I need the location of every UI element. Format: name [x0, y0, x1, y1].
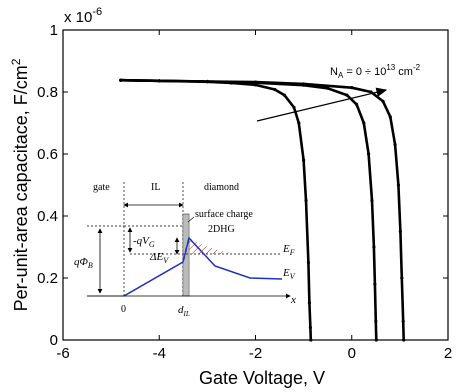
- series-point: [292, 105, 296, 110]
- band-diagram-inset: gate IL diamond surface charge: [74, 182, 296, 318]
- plot-frame: [62, 29, 449, 341]
- inset-zero-label: 0: [121, 304, 126, 315]
- series-point: [381, 99, 385, 103]
- inset-label-il: IL: [151, 182, 160, 193]
- y-multiplier: x 10-6: [64, 6, 102, 26]
- qvg-label: -qVG: [133, 235, 155, 249]
- y-tick-label: 0: [50, 332, 58, 349]
- inset-label-diamond: diamond: [204, 182, 239, 193]
- y-tick-label: 0.6: [37, 146, 58, 163]
- series-point: [402, 338, 406, 342]
- series-point: [398, 229, 402, 234]
- series-point: [350, 86, 354, 90]
- qphib-label: qΦB: [74, 256, 93, 270]
- series-point: [297, 121, 301, 125]
- series-point: [354, 102, 359, 106]
- series-point: [366, 152, 371, 156]
- y-tick-label: 0.2: [37, 270, 58, 287]
- series-point: [373, 282, 377, 286]
- series-point: [374, 338, 378, 342]
- series-point: [393, 143, 397, 147]
- valence-band: [123, 236, 283, 297]
- series-point: [157, 79, 161, 83]
- series-point: [282, 93, 286, 97]
- series-point: [370, 198, 374, 203]
- x-tick-label: -6: [56, 345, 69, 362]
- na-annotation: NA = 0 ÷ 1013 cm-2: [330, 63, 421, 80]
- surface-charge-label: surface charge: [195, 209, 253, 220]
- series-point: [388, 115, 392, 119]
- x-axis-title: Gate Voltage, V: [199, 368, 325, 388]
- y-tick-label: 0.4: [37, 208, 58, 225]
- y-axis-title: Per-unit-area capacitace, F/cm2: [9, 58, 31, 311]
- series-point: [304, 198, 308, 203]
- series-point: [400, 276, 404, 280]
- series-point: [302, 158, 306, 162]
- ev-label: EV: [282, 267, 296, 281]
- series-point: [309, 338, 313, 342]
- delta-ev-label: ΔEV: [149, 251, 169, 265]
- series-point: [345, 93, 349, 97]
- series-point: [307, 301, 311, 305]
- x-tick-label: -2: [249, 345, 262, 362]
- series-point: [308, 326, 312, 330]
- series-point: [302, 82, 306, 86]
- series-point: [326, 86, 330, 90]
- series-point: [253, 80, 258, 84]
- series-point: [362, 121, 366, 125]
- series-point: [205, 79, 209, 84]
- series-point: [372, 245, 376, 249]
- na-arrow: [256, 87, 388, 122]
- inset-x-label: x: [290, 294, 296, 306]
- axis-ticks: -6 -4 -2 0 2 0 0.2 0.4 0.6 0.8 1: [37, 22, 452, 362]
- y-tick-label: 0.8: [37, 84, 58, 101]
- surface-charge-layer: [182, 213, 190, 297]
- x-tick-label: 2: [444, 345, 452, 362]
- series-point: [273, 87, 277, 92]
- inset-label-gate: gate: [93, 182, 110, 193]
- series-point: [306, 260, 311, 265]
- series-group: [119, 78, 406, 342]
- ef-label: EF: [282, 243, 295, 257]
- x-tick-label: -4: [153, 345, 166, 362]
- surface-charge-pointer: [187, 216, 195, 223]
- 2dhg-label: 2DHG: [208, 224, 235, 235]
- x-tick-label: 0: [348, 345, 356, 362]
- dil-label: dIL: [178, 304, 190, 318]
- series-point: [119, 78, 123, 82]
- series-point: [396, 183, 401, 187]
- series-point: [401, 319, 405, 323]
- y-tick-label: 1: [50, 22, 58, 39]
- series-point: [374, 319, 378, 323]
